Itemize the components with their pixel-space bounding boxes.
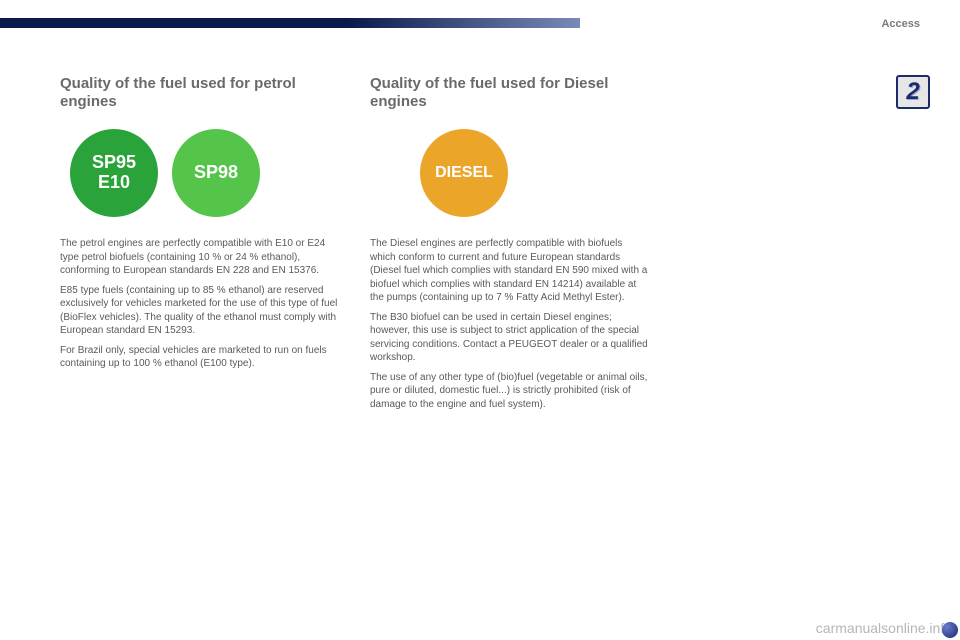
- sp95-e10-badge: SP95 E10: [70, 129, 158, 217]
- diesel-title: Quality of the fuel used for Diesel engi…: [370, 75, 650, 111]
- main-content: Quality of the fuel used for petrol engi…: [60, 75, 870, 417]
- body-paragraph: The Diesel engines are perfectly compati…: [370, 237, 650, 305]
- badge-text: E10: [98, 173, 130, 193]
- watermark: carmanualsonline.info: [816, 620, 952, 636]
- diesel-column: Quality of the fuel used for Diesel engi…: [370, 75, 650, 417]
- badge-text: DIESEL: [435, 164, 493, 182]
- body-paragraph: The petrol engines are perfectly compati…: [60, 237, 340, 278]
- diesel-body: The Diesel engines are perfectly compati…: [370, 237, 650, 411]
- body-paragraph: The use of any other type of (bio)fuel (…: [370, 371, 650, 412]
- petrol-title: Quality of the fuel used for petrol engi…: [60, 75, 340, 111]
- badge-text: SP95: [92, 153, 136, 173]
- diesel-badge: DIESEL: [420, 129, 508, 217]
- petrol-column: Quality of the fuel used for petrol engi…: [60, 75, 340, 417]
- petrol-badges: SP95 E10 SP98: [60, 129, 340, 217]
- page-number-tab: 2: [896, 75, 930, 109]
- section-label: Access: [881, 18, 920, 30]
- header-bar: [0, 18, 580, 28]
- body-paragraph: For Brazil only, special vehicles are ma…: [60, 344, 340, 371]
- petrol-body: The petrol engines are perfectly compati…: [60, 237, 340, 371]
- body-paragraph: E85 type fuels (containing up to 85 % et…: [60, 284, 340, 338]
- diesel-badges: DIESEL: [370, 129, 650, 217]
- sp98-badge: SP98: [172, 129, 260, 217]
- body-paragraph: The B30 biofuel can be used in certain D…: [370, 311, 650, 365]
- badge-text: SP98: [194, 163, 238, 183]
- corner-dot-icon: [942, 622, 958, 638]
